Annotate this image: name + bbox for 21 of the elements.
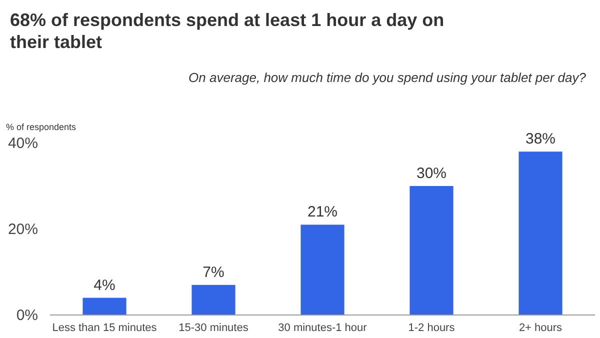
y-tick-label: 20% (8, 221, 38, 238)
x-tick-label: 1-2 hours (408, 322, 456, 334)
bar (82, 298, 126, 315)
bar (518, 152, 562, 315)
y-tick-label: 40% (8, 135, 38, 152)
x-tick-label: 2+ hours (518, 322, 563, 334)
bar (192, 284, 236, 315)
y-axis-title: % of respondents (6, 122, 77, 132)
data-label: 38% (525, 130, 556, 148)
bar (410, 186, 454, 315)
data-label: 21% (307, 204, 338, 221)
data-label: 30% (416, 165, 447, 182)
y-tick-label: 0% (16, 307, 38, 324)
data-label: 4% (94, 276, 116, 294)
bar (300, 224, 344, 315)
x-tick-label: 15-30 minutes (178, 322, 249, 334)
data-label: 7% (202, 264, 224, 281)
chart-subtitle: On average, how much time do you spend using your tablet per day? (188, 70, 587, 85)
chart-title: 68% of respondents spend at least 1 hour a day on their tablet (10, 10, 444, 52)
x-tick-label: 30 minutes-1 hour (278, 322, 368, 334)
x-tick-label: Less than 15 minutes (52, 322, 158, 334)
